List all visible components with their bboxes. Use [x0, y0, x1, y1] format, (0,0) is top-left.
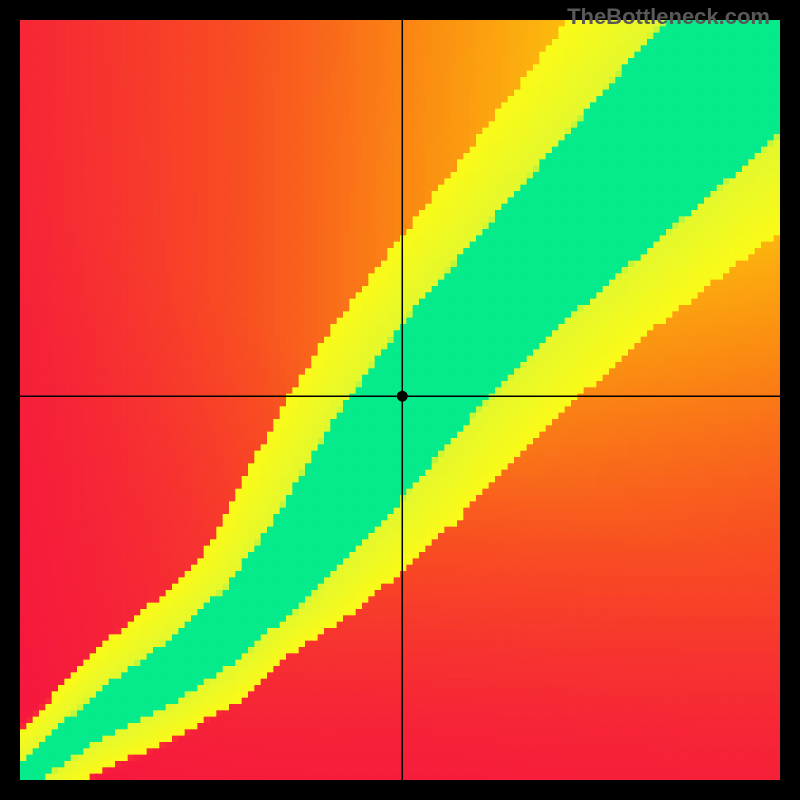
watermark-text: TheBottleneck.com — [567, 4, 770, 30]
chart-container: { "watermark": { "text": "TheBottleneck.… — [0, 0, 800, 800]
bottleneck-heatmap — [0, 0, 800, 800]
